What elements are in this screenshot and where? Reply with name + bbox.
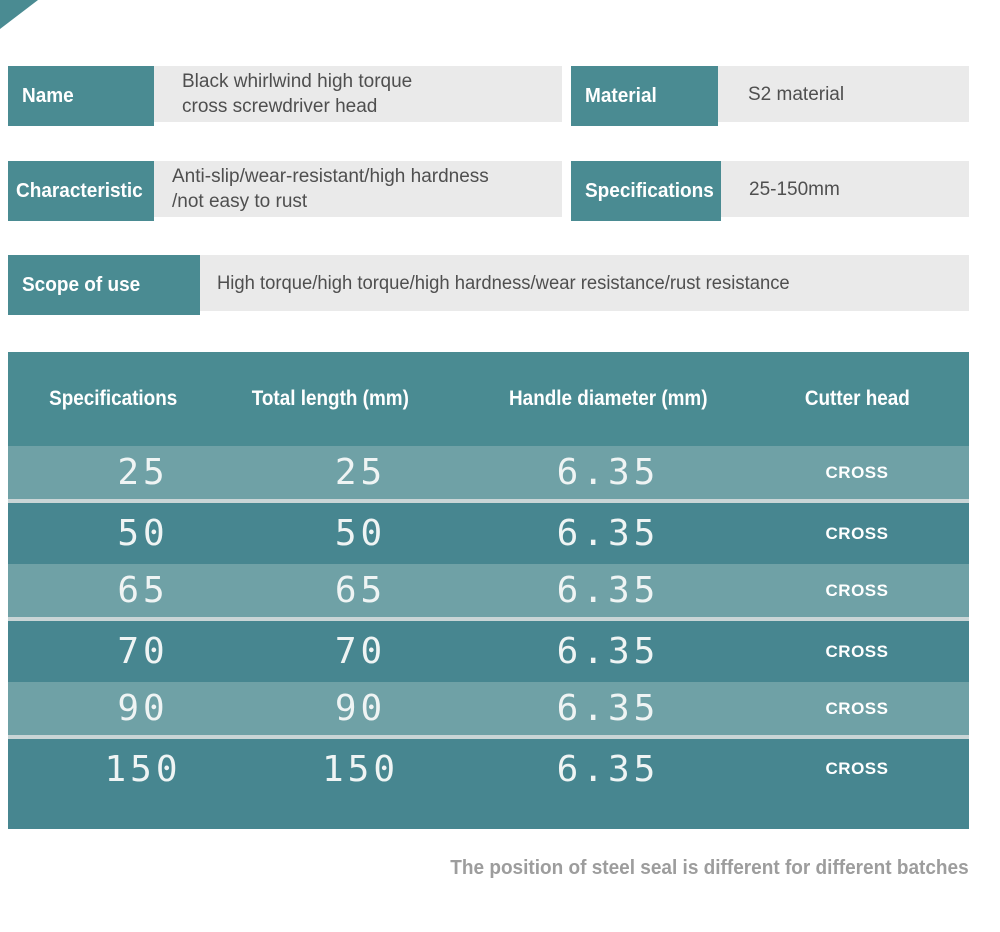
specifications-label-box: Specifications <box>571 161 721 221</box>
characteristic-value-line2: /not easy to rust <box>172 191 308 212</box>
header-total-length: Total length (mm) <box>251 387 410 410</box>
name-value-line1: Black whirlwind high torque <box>182 71 413 92</box>
characteristic-label: Characteristic <box>16 179 143 202</box>
spec-value-cell: 70 <box>334 631 387 672</box>
scope-label-box: Scope of use <box>8 255 200 315</box>
name-value-line2: cross screwdriver head <box>182 96 378 117</box>
cutter-head-cell: CROSS <box>825 641 889 661</box>
spec-value-cell: 6.35 <box>556 570 660 611</box>
spec-value-cell: 150 <box>321 748 400 790</box>
footnote-text: The position of steel seal is different … <box>450 857 969 879</box>
corner-decoration <box>0 0 38 29</box>
name-label: Name <box>22 84 74 107</box>
spec-value-cell: 50 <box>117 513 169 554</box>
table-row: 50 50 6.35 CROSS <box>8 503 969 564</box>
material-value-box: S2 material <box>718 66 969 122</box>
spec-value-cell: 50 <box>334 513 387 554</box>
spec-value-cell: 65 <box>117 570 169 611</box>
material-label: Material <box>585 84 657 107</box>
table-row: 65 65 6.35 CROSS <box>8 564 969 621</box>
cutter-head-cell: CROSS <box>825 698 889 718</box>
cutter-head-cell: CROSS <box>825 759 889 778</box>
name-label-box: Name <box>8 66 154 126</box>
cutter-head-cell: CROSS <box>825 523 889 543</box>
scope-label: Scope of use <box>22 273 141 296</box>
spec-value-cell: 6.35 <box>556 452 660 493</box>
spec-value-cell: 6.35 <box>556 513 660 554</box>
spec-table-body: 25 25 6.35 CROSS 50 50 6.35 CROSS 65 65 6.35 CROSS 7… <box>8 446 969 829</box>
scope-value-box: High torque/high torque/high hardness/we… <box>200 255 969 311</box>
table-row: 150 150 6.35 CROSS <box>8 739 969 829</box>
header-handle-diameter: Handle diameter (mm) <box>508 387 708 410</box>
cutter-head-cell: CROSS <box>825 580 889 600</box>
spec-value-cell: 70 <box>117 631 169 672</box>
scope-value: High torque/high torque/high hardness/we… <box>217 272 790 294</box>
header-specifications: Specifications <box>48 387 178 410</box>
spec-table: Specifications Total length (mm) Handle … <box>8 352 969 829</box>
specifications-value-box: 25-150mm <box>721 161 969 217</box>
spec-value-cell: 6.35 <box>556 631 660 672</box>
spec-value-cell: 90 <box>117 688 169 729</box>
specifications-value: 25-150mm <box>749 178 840 200</box>
cutter-head-cell: CROSS <box>825 462 889 482</box>
specifications-label: Specifications <box>585 179 714 202</box>
characteristic-label-box: Characteristic <box>8 161 154 221</box>
spec-value-cell: 25 <box>334 452 387 493</box>
table-row: 90 90 6.35 CROSS <box>8 682 969 739</box>
characteristic-value-line1: Anti-slip/wear-resistant/high hardness <box>172 166 489 187</box>
material-label-box: Material <box>571 66 718 126</box>
characteristic-value-box: Anti-slip/wear-resistant/high hardness /… <box>154 161 562 217</box>
spec-value-cell: 150 <box>104 748 182 790</box>
header-cutter-head: Cutter head <box>804 387 910 410</box>
spec-value-cell: 25 <box>117 452 169 493</box>
table-row: 70 70 6.35 CROSS <box>8 621 969 682</box>
material-value: S2 material <box>748 83 845 105</box>
spec-table-header: Specifications Total length (mm) Handle … <box>8 352 969 446</box>
table-row: 25 25 6.35 CROSS <box>8 446 969 503</box>
name-value-box: Black whirlwind high torque cross screwd… <box>154 66 562 122</box>
spec-value-cell: 90 <box>334 688 387 729</box>
spec-value-cell: 6.35 <box>556 688 660 729</box>
spec-value-cell: 6.35 <box>556 748 660 790</box>
spec-value-cell: 65 <box>334 570 387 611</box>
